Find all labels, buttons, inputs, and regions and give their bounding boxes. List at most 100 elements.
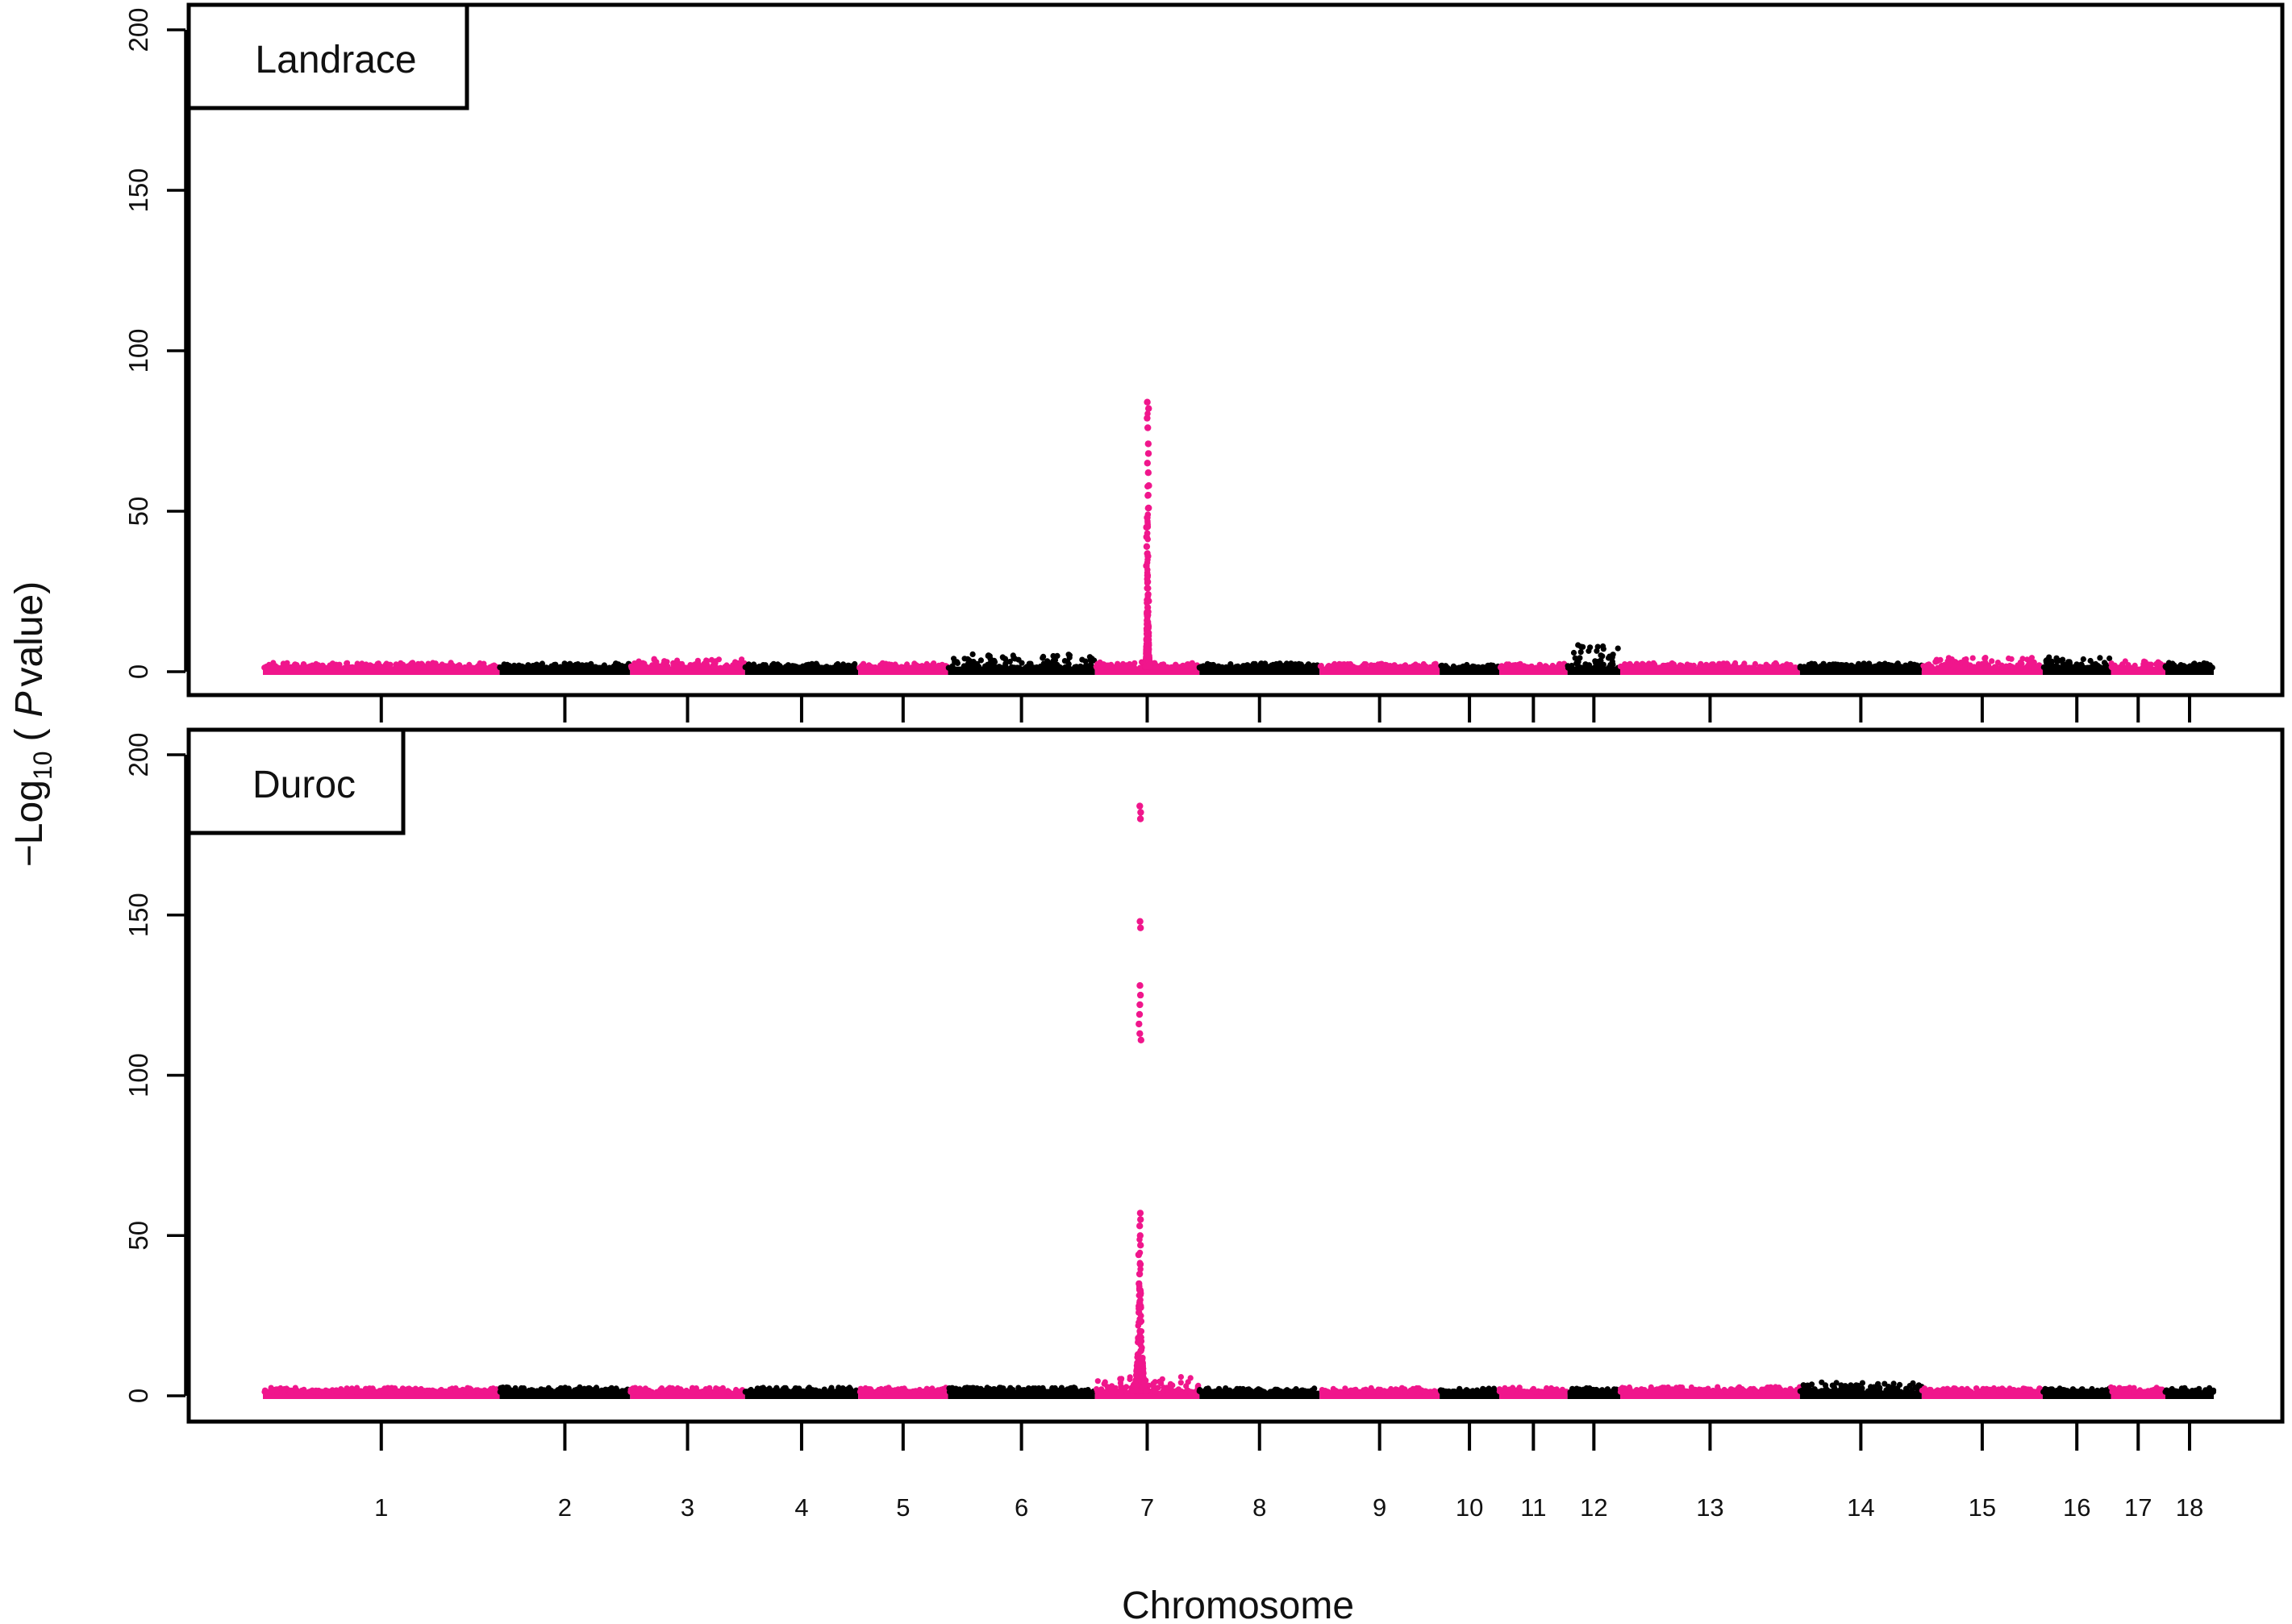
snp-point: [1160, 664, 1166, 671]
snp-point: [627, 663, 635, 669]
snp-point: [1094, 1378, 1101, 1385]
snp-point: [1011, 655, 1017, 661]
chromosome-13-point-band: [1620, 1390, 1800, 1399]
snp-point: [1386, 1389, 1393, 1395]
snp-point: [1932, 659, 1939, 665]
snp-point: [1960, 1389, 1966, 1395]
snp-point: [965, 656, 971, 663]
chromosome-17-points: [2108, 658, 2169, 675]
snp-point: [646, 1389, 653, 1395]
snp-point: [1143, 1388, 1149, 1394]
snp-point: [517, 1389, 523, 1395]
snp-point: [976, 1387, 982, 1393]
peak-snp-point: [1136, 1030, 1144, 1038]
snp-point: [1688, 664, 1694, 671]
snp-point: [846, 1385, 852, 1391]
snp-point: [473, 664, 479, 671]
chromosome-15-point-band: [1921, 1390, 2043, 1399]
snp-point: [2056, 1389, 2062, 1395]
panel-label-box: [186, 2, 469, 110]
snp-point: [1728, 1386, 1735, 1393]
chromosome-13-points: [1617, 660, 1800, 675]
snp-point: [2018, 664, 2024, 671]
snp-point: [998, 1385, 1004, 1391]
peak-snp-point: [1136, 1360, 1143, 1368]
snp-point: [383, 660, 390, 667]
peak-snp-point: [1137, 1216, 1144, 1223]
y-axis-title-suffix: value): [8, 581, 51, 687]
snp-point: [1303, 664, 1310, 671]
peak-snp-point: [1144, 617, 1151, 624]
snp-point: [1622, 1389, 1628, 1395]
snp-point: [960, 1389, 966, 1395]
snp-point: [2146, 661, 2152, 668]
snp-point: [1606, 653, 1613, 660]
snp-point: [1276, 1389, 1282, 1395]
snp-point: [1065, 664, 1071, 671]
snp-point: [1011, 1389, 1018, 1395]
x-axis-title: Chromosome: [1122, 1584, 1354, 1624]
snp-point: [1882, 660, 1888, 667]
snp-point: [820, 1388, 827, 1394]
chromosome-10-points: [1437, 1385, 1502, 1399]
snp-point: [1061, 1389, 1067, 1395]
snp-point: [2078, 661, 2085, 668]
panel-frames-layer: [186, 2, 2285, 1424]
peak-snp-point: [1144, 424, 1152, 431]
snp-point: [294, 1387, 300, 1393]
snp-point: [2123, 1385, 2130, 1392]
snp-point: [449, 662, 456, 668]
snp-point: [325, 664, 331, 671]
snp-point: [1577, 643, 1584, 650]
snp-point: [1137, 1266, 1144, 1272]
snp-point: [1596, 659, 1602, 665]
snp-point: [1475, 664, 1481, 670]
snp-point: [409, 660, 415, 666]
snp-point: [830, 664, 836, 671]
snp-point: [1969, 655, 1976, 661]
snp-point: [1277, 660, 1283, 667]
chromosome-3-points: [627, 1385, 748, 1399]
snp-point: [344, 1388, 351, 1395]
chromosome-1-point-band: [263, 666, 500, 675]
peak-snp-point: [1136, 815, 1144, 822]
chromosome-3-points: [627, 656, 748, 675]
snp-point: [1100, 661, 1106, 668]
snp-point: [1872, 664, 1878, 671]
chromosome-label-8: 8: [1252, 1493, 1266, 1522]
peak-snp-point: [1136, 1001, 1144, 1009]
snp-point: [454, 664, 460, 670]
panel-frame-duroc: [186, 727, 2285, 1424]
snp-point: [823, 664, 830, 670]
chromosome-4-point-band: [744, 1390, 859, 1399]
snp-point: [1117, 1380, 1123, 1386]
snp-point: [911, 1389, 918, 1395]
snp-point: [606, 1386, 612, 1393]
peak-snp-point: [1137, 809, 1144, 816]
snp-point: [1602, 1389, 1609, 1395]
snp-point: [642, 1385, 649, 1392]
snp-point: [1701, 1387, 1707, 1393]
snp-point: [742, 1389, 749, 1395]
chromosome-18-points: [2162, 1385, 2217, 1399]
snp-point: [1262, 664, 1269, 671]
snp-point: [2162, 1389, 2169, 1395]
snp-point: [482, 664, 489, 671]
snp-point: [1186, 663, 1193, 670]
snp-point: [1496, 1386, 1502, 1393]
snp-point: [726, 1389, 732, 1395]
peak-snp-point: [1136, 1328, 1144, 1335]
snp-point: [999, 664, 1006, 671]
snp-point: [1079, 656, 1086, 663]
snp-point: [1342, 1385, 1348, 1392]
chromosome-label-3: 3: [681, 1493, 694, 1522]
snp-point: [1488, 1389, 1494, 1395]
snp-point: [1875, 1380, 1882, 1387]
chromosome-5-points: [856, 1385, 951, 1399]
chromosome-17-point-band: [2111, 666, 2166, 675]
snp-point: [1469, 663, 1476, 670]
snp-point: [1788, 664, 1794, 670]
snp-point: [2061, 1389, 2068, 1395]
snp-point: [430, 1389, 436, 1395]
